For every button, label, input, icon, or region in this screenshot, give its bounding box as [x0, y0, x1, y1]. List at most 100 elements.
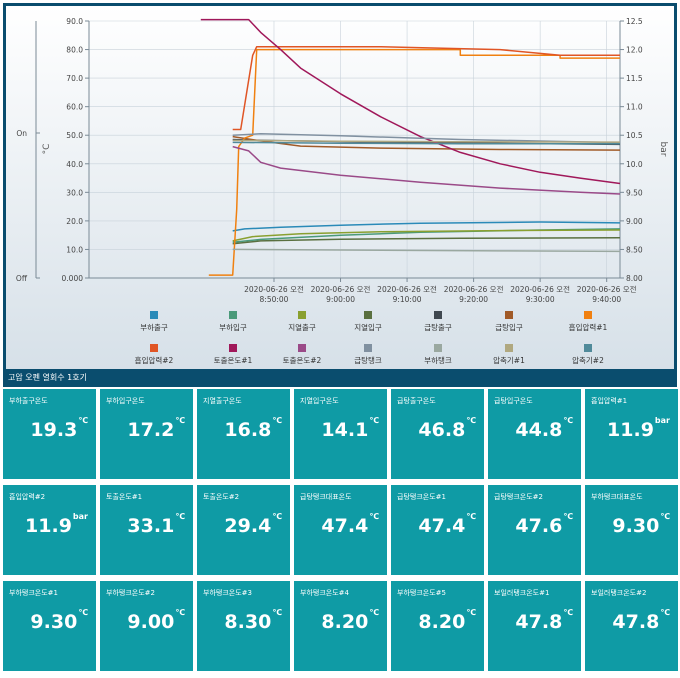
x-tick-date: 2020-06-26 오전 — [577, 284, 637, 294]
sensor-value-unit: ℃ — [175, 608, 185, 617]
right-tick-label: 9.50 — [626, 188, 643, 197]
sensor-tile-value: 17.2℃ — [127, 416, 185, 441]
sensor-tile[interactable]: 지열입구온도 14.1℃ — [294, 389, 387, 479]
sensor-value-unit: ℃ — [466, 512, 476, 521]
right-tick-label: 10.5 — [626, 131, 643, 140]
series-line — [232, 133, 621, 144]
sensor-tile[interactable]: 부하탱크대표온도 9.30℃ — [585, 485, 678, 575]
sensor-tile[interactable]: 부하탱크온도#2 9.00℃ — [100, 581, 193, 671]
sensor-value-number: 19.3 — [30, 419, 78, 441]
legend-label: 흡입압력#1 — [569, 322, 608, 332]
sensor-tile[interactable]: 부하탱크온도#4 8.20℃ — [294, 581, 387, 671]
sensor-tile[interactable]: 급탕탱크온도#1 47.4℃ — [391, 485, 484, 575]
sensor-tile[interactable]: 지열출구온도 16.8℃ — [197, 389, 290, 479]
sensor-tile[interactable]: 급탕입구온도 44.8℃ — [488, 389, 581, 479]
sensor-tile[interactable]: 급탕탱크대표온도 47.4℃ — [294, 485, 387, 575]
sensor-tile[interactable]: 토출온도#2 29.4℃ — [197, 485, 290, 575]
sensor-tile-value: 47.8℃ — [612, 608, 670, 633]
x-tick-date: 2020-06-26 오전 — [444, 284, 504, 294]
sensor-tile[interactable]: 부하탱크온도#3 8.30℃ — [197, 581, 290, 671]
sensor-value-number: 8.20 — [321, 611, 369, 633]
sensor-value-number: 29.4 — [224, 515, 272, 537]
sensor-value-number: 33.1 — [127, 515, 175, 537]
trend-chart-panel: 0.000 10.0 20.0 30.0 40.0 50.0 60.0 70.0 80.0 90.… — [3, 3, 677, 372]
legend-label: 지열출구 — [288, 322, 316, 332]
sensor-value-unit: ℃ — [466, 416, 476, 425]
sensor-tile-label: 급탕탱크온도#1 — [397, 493, 446, 501]
sensor-tile-value: 8.30℃ — [224, 608, 282, 633]
legend-swatch — [434, 344, 442, 352]
sensor-tile[interactable]: 급탕탱크온도#2 47.6℃ — [488, 485, 581, 575]
sensor-tile-label: 부하탱크온도#2 — [106, 589, 155, 597]
sensor-tile[interactable]: 부하입구온도 17.2℃ — [100, 389, 193, 479]
series-line — [232, 221, 621, 232]
sensor-tile-value: 11.9bar — [25, 512, 88, 537]
sensor-tile[interactable]: 흡입압력#1 11.9bar — [585, 389, 678, 479]
sensor-tile[interactable]: 급탕출구온도 46.8℃ — [391, 389, 484, 479]
sensor-tile-value: 46.8℃ — [418, 416, 476, 441]
sensor-value-unit: ℃ — [369, 608, 379, 617]
sensor-tile-label: 흡입압력#1 — [591, 397, 628, 405]
legend-label: 급탕탱크 — [354, 355, 382, 365]
sensor-tile-value: 33.1℃ — [127, 512, 185, 537]
sensor-value-unit: ℃ — [175, 512, 185, 521]
sensor-tile-label: 지열출구온도 — [203, 397, 242, 405]
sensor-tile-value: 14.1℃ — [321, 416, 379, 441]
left-tick-label: 40.0 — [66, 160, 83, 169]
left-tick-label: 50.0 — [66, 131, 83, 140]
sensor-tile[interactable]: 부하출구온도 19.3℃ — [3, 389, 96, 479]
x-tick-time: 9:40:00 — [592, 295, 621, 304]
sensor-tile[interactable]: 부하탱크온도#5 8.20℃ — [391, 581, 484, 671]
legend-label: 급탕입구 — [495, 322, 523, 332]
x-tick-date: 2020-06-26 오전 — [510, 284, 570, 294]
left-tick-label: 10.0 — [66, 245, 83, 254]
sensor-value-number: 8.30 — [224, 611, 272, 633]
legend-swatch — [505, 344, 513, 352]
sensor-tile-label: 토출온도#2 — [203, 493, 240, 501]
sensor-tile[interactable]: 보일러탱크온도#1 47.8℃ — [488, 581, 581, 671]
series-line — [232, 141, 620, 145]
sensor-tile-value: 47.6℃ — [515, 512, 573, 537]
legend-swatch — [364, 344, 372, 352]
legend-label: 토출온도#2 — [283, 355, 322, 365]
legend-label: 압축기#1 — [493, 356, 525, 365]
sensor-tile-label: 급탕탱크온도#2 — [494, 493, 543, 501]
sensor-value-unit: bar — [654, 416, 670, 425]
trend-chart: 0.000 10.0 20.0 30.0 40.0 50.0 60.0 70.0 80.0 90.… — [6, 6, 674, 372]
sensor-value-number: 9.00 — [127, 611, 175, 633]
legend-label: 지열입구 — [354, 323, 382, 332]
right-tick-label: 8.50 — [626, 245, 643, 254]
sensor-tile-label: 보일러탱크온도#2 — [591, 589, 647, 597]
sensor-tile[interactable]: 토출온도#1 33.1℃ — [100, 485, 193, 575]
sensor-value-number: 46.8 — [418, 419, 466, 441]
sensor-tile-value: 9.00℃ — [127, 608, 185, 633]
sensor-tile[interactable]: 흡입압력#2 11.9bar — [3, 485, 96, 575]
panel-title: 고압 오펜 열회수 1호기 — [3, 369, 677, 387]
sensor-tile-label: 부하탱크온도#4 — [300, 589, 349, 597]
legend-label: 압축기#2 — [572, 356, 604, 365]
right-tick-label: 9.00 — [626, 217, 643, 226]
sensor-value-number: 47.8 — [515, 611, 563, 633]
sensor-value-unit: ℃ — [272, 608, 282, 617]
sensor-tile-value: 47.4℃ — [321, 512, 379, 537]
state-tick-label: Off — [16, 274, 28, 283]
sensor-tile[interactable]: 부하탱크온도#1 9.30℃ — [3, 581, 96, 671]
sensor-value-number: 11.9 — [25, 515, 72, 537]
sensor-tile[interactable]: 보일러탱크온도#2 47.8℃ — [585, 581, 678, 671]
legend-swatch — [150, 311, 158, 319]
right-tick-label: 12.0 — [626, 46, 643, 55]
left-axis-title: °C — [42, 144, 52, 155]
sensor-tile-label: 지열입구온도 — [300, 397, 339, 405]
legend-label: 부하입구 — [219, 322, 247, 332]
sensor-tile-label: 부하탱크온도#1 — [9, 589, 58, 597]
sensor-value-unit: ℃ — [369, 512, 379, 521]
series-line — [232, 248, 621, 253]
right-axis-title: bar — [658, 142, 668, 157]
sensor-tile-label: 흡입압력#2 — [9, 493, 46, 501]
sensor-value-number: 9.30 — [30, 611, 78, 633]
chart-background — [6, 6, 674, 372]
sensor-value-number: 47.8 — [612, 611, 660, 633]
legend-swatch — [229, 311, 237, 319]
left-tick-label: 20.0 — [66, 217, 83, 226]
left-tick-label: 30.0 — [66, 188, 83, 197]
